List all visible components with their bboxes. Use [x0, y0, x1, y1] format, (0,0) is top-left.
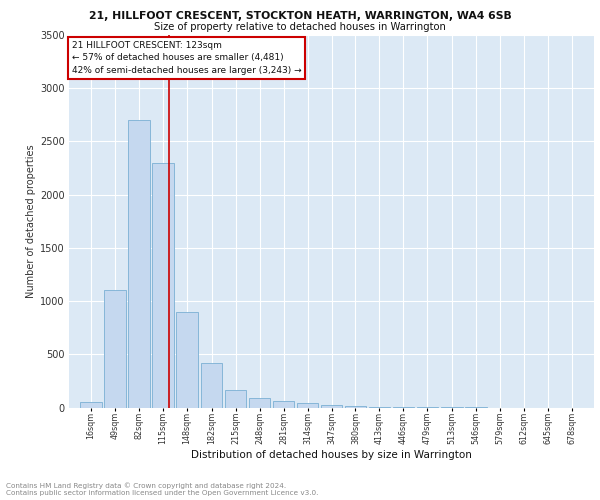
Text: Size of property relative to detached houses in Warrington: Size of property relative to detached ho…: [154, 22, 446, 32]
Bar: [152, 162, 174, 408]
Y-axis label: Number of detached properties: Number of detached properties: [26, 144, 36, 298]
Bar: [80, 402, 102, 407]
Bar: [296, 403, 319, 407]
Bar: [392, 407, 415, 408]
Text: 21 HILLFOOT CRESCENT: 123sqm
← 57% of detached houses are smaller (4,481)
42% of: 21 HILLFOOT CRESCENT: 123sqm ← 57% of de…: [71, 40, 301, 76]
Bar: [344, 406, 367, 407]
Text: 21, HILLFOOT CRESCENT, STOCKTON HEATH, WARRINGTON, WA4 6SB: 21, HILLFOOT CRESCENT, STOCKTON HEATH, W…: [89, 11, 511, 21]
Bar: [128, 120, 150, 408]
Bar: [320, 405, 343, 407]
Text: Contains HM Land Registry data © Crown copyright and database right 2024.: Contains HM Land Registry data © Crown c…: [6, 482, 286, 489]
Bar: [368, 406, 391, 408]
Bar: [200, 363, 223, 408]
Text: Contains public sector information licensed under the Open Government Licence v3: Contains public sector information licen…: [6, 490, 319, 496]
Bar: [176, 312, 198, 408]
Bar: [272, 401, 295, 407]
Bar: [248, 398, 271, 407]
X-axis label: Distribution of detached houses by size in Warrington: Distribution of detached houses by size …: [191, 450, 472, 460]
Bar: [104, 290, 126, 408]
Bar: [224, 390, 247, 407]
